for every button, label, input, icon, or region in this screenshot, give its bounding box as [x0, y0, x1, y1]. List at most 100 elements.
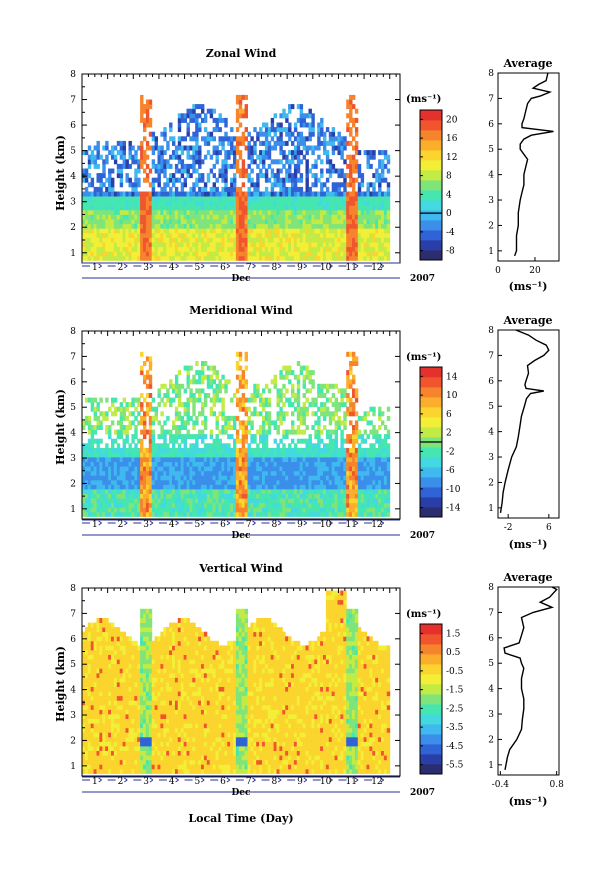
field-cell [317, 131, 321, 137]
field-cell [105, 443, 109, 449]
field-cell [291, 489, 295, 494]
field-cell [105, 228, 109, 234]
avg-y-tick-label: 2 [488, 221, 494, 231]
field-cell [128, 228, 132, 234]
field-cell [244, 219, 248, 225]
field-cell [218, 470, 222, 476]
field-cell [212, 246, 216, 252]
field-cell [195, 136, 199, 142]
field-cell [203, 196, 208, 202]
field-cell [262, 131, 266, 137]
field-cell [302, 415, 306, 421]
field-cell [180, 434, 185, 440]
field-cell [169, 154, 173, 160]
field-cell [221, 489, 225, 494]
field-cell [357, 150, 362, 156]
field-cell [201, 420, 205, 426]
field-cell [157, 154, 161, 160]
field-cell [198, 452, 202, 458]
field-cell [198, 223, 202, 229]
field-cell [241, 228, 246, 234]
field-cell [238, 232, 243, 238]
day-label: 8 [271, 263, 277, 273]
field-cell [195, 434, 199, 440]
field-cell [285, 232, 289, 238]
field-cell [325, 140, 330, 146]
field-cell [317, 242, 321, 248]
field-cell [174, 511, 179, 517]
field-cell [238, 255, 243, 261]
field-cell [343, 393, 347, 398]
field-cell [198, 127, 202, 133]
field-cell [116, 406, 121, 412]
field-cell [354, 177, 359, 183]
field-cell [267, 191, 272, 197]
field-cell [82, 502, 86, 508]
field-cell [172, 438, 176, 444]
field-cell [279, 493, 283, 499]
field-cell [108, 452, 112, 458]
field-cell [227, 191, 231, 197]
field-cell [357, 466, 362, 472]
field-cell [314, 470, 318, 476]
field-cell [145, 370, 150, 376]
field-cell [90, 150, 95, 156]
field-cell [230, 214, 234, 220]
field-cell [201, 475, 205, 481]
field-cell [163, 484, 167, 490]
field-cell [308, 214, 312, 220]
field-cell [360, 242, 365, 248]
field-cell [296, 383, 301, 389]
field-cell [206, 479, 211, 485]
field-cell [349, 113, 353, 119]
field-cell [198, 388, 202, 394]
field-cell [346, 209, 350, 215]
field-cell [241, 108, 246, 114]
field-cell [119, 511, 124, 517]
field-cell [250, 255, 254, 261]
field-cell [113, 242, 118, 248]
field-cell [235, 117, 240, 123]
field-cell [279, 237, 283, 243]
field-cell [102, 479, 106, 485]
field-cell [372, 511, 376, 517]
field-cell [360, 209, 365, 215]
field-cell [296, 475, 301, 481]
field-cell [334, 186, 338, 192]
field-cell [317, 484, 321, 490]
field-cell [186, 511, 190, 517]
field-cell [172, 498, 176, 504]
field-cell [224, 232, 228, 238]
field-cell [163, 479, 167, 485]
field-cell [186, 452, 190, 458]
field-cell [346, 374, 350, 380]
field-cell [137, 470, 141, 476]
field-cell [140, 232, 144, 238]
field-cell [198, 163, 202, 169]
field-cell [143, 461, 147, 467]
field-cell [113, 200, 118, 206]
field-cell [125, 493, 129, 499]
field-cell [102, 493, 106, 499]
field-cell [154, 255, 158, 261]
field-cell [105, 209, 109, 215]
field-cell [253, 200, 257, 206]
field-cell [119, 196, 124, 202]
field-cell [218, 507, 222, 513]
field-cell [250, 242, 254, 248]
field-cell [180, 479, 185, 485]
field-cell [256, 177, 260, 183]
field-cell [221, 425, 225, 430]
field-cell [308, 113, 312, 119]
field-cell [189, 205, 193, 211]
field-cell [195, 168, 199, 174]
field-cell [293, 163, 298, 169]
field-cell [264, 470, 269, 476]
field-cell [328, 443, 333, 449]
field-cell [250, 493, 254, 499]
field-cell [113, 214, 118, 220]
field-cell [337, 479, 341, 485]
field-cell [183, 365, 187, 371]
field-cell [259, 411, 263, 417]
field-cell [331, 246, 336, 252]
